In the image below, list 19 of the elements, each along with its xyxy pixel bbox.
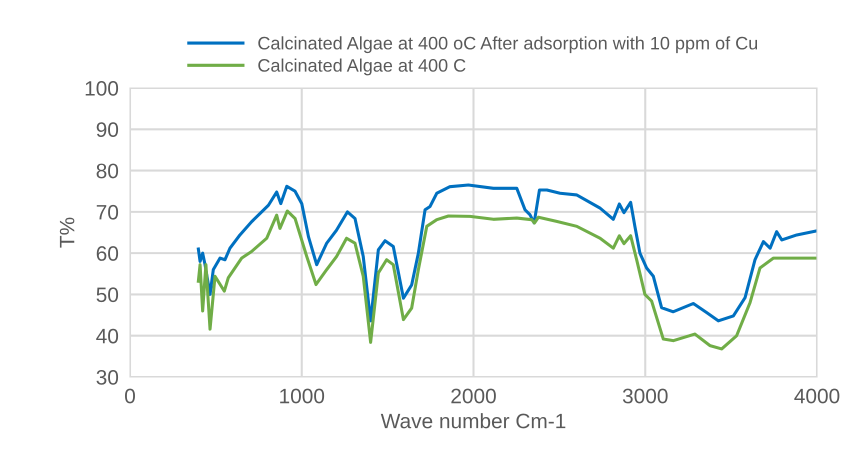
y-tick-label: 100 <box>86 81 118 96</box>
y-tick-label: 60 <box>96 246 118 261</box>
x-tick-label: 3000 <box>622 388 668 404</box>
y-tick-label: 90 <box>96 122 118 138</box>
y-tick-label: 50 <box>96 287 118 302</box>
y-tick-label: 70 <box>96 204 118 220</box>
x-tick-label: 0 <box>125 388 135 404</box>
line-series <box>196 183 817 322</box>
legend-label: Calcinated Algae at 400 C <box>258 58 466 76</box>
y-axis-title: T% <box>60 218 74 248</box>
y-tick-label: 80 <box>96 164 118 178</box>
x-axis-title: Wave number Cm-1 <box>380 413 566 428</box>
x-tick-label: 2000 <box>451 388 496 404</box>
line-series <box>196 210 817 350</box>
y-tick-label: 30 <box>96 370 118 385</box>
x-tick-label: 4000 <box>794 388 840 404</box>
x-tick-label: 1000 <box>280 388 324 404</box>
y-tick-label: 40 <box>96 328 118 344</box>
legend-label: Calcinated Algae at 400 oC After adsorption with 10 ppm of Cu <box>258 36 758 54</box>
